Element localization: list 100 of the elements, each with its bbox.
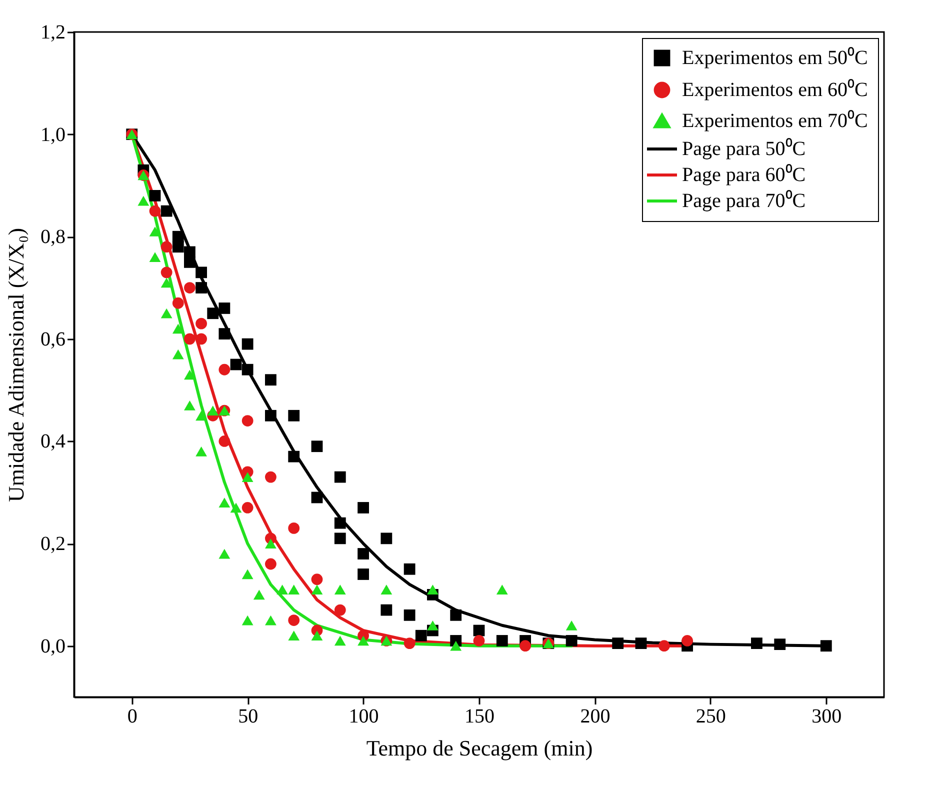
point xyxy=(265,374,276,386)
point xyxy=(138,196,150,206)
point xyxy=(160,266,172,278)
legend-label: Experimentos em 50⁰C xyxy=(682,46,868,69)
point xyxy=(404,609,416,621)
point xyxy=(520,640,531,652)
point xyxy=(172,297,184,309)
y-tick-label: 1,0 xyxy=(40,124,66,146)
point xyxy=(218,364,230,376)
legend-label: Experimentos em 70⁰C xyxy=(682,109,868,132)
point xyxy=(404,563,416,575)
point xyxy=(288,410,300,422)
x-tick-label: 0 xyxy=(127,706,138,728)
point xyxy=(196,282,207,294)
y-tick-label: 1,2 xyxy=(40,22,66,44)
point xyxy=(404,638,416,649)
point xyxy=(358,636,369,646)
point xyxy=(774,638,786,650)
point xyxy=(612,638,624,649)
point xyxy=(334,604,346,616)
point xyxy=(207,406,219,416)
point xyxy=(218,328,230,340)
point xyxy=(288,584,300,595)
point xyxy=(184,256,196,268)
point xyxy=(160,205,172,217)
point xyxy=(242,338,254,350)
point xyxy=(311,584,323,595)
point xyxy=(311,492,323,504)
point xyxy=(334,584,346,595)
point xyxy=(230,502,242,513)
point xyxy=(253,590,265,600)
point xyxy=(380,604,392,616)
point xyxy=(334,532,346,544)
point xyxy=(196,318,207,330)
point xyxy=(334,471,346,483)
point xyxy=(149,205,161,217)
point xyxy=(288,614,300,626)
x-tick-label: 50 xyxy=(238,706,258,728)
point xyxy=(196,333,207,345)
point xyxy=(450,609,462,621)
point xyxy=(184,282,196,294)
point xyxy=(265,410,276,422)
point xyxy=(149,190,161,202)
x-axis-title: Tempo de Secagem (min) xyxy=(366,736,593,760)
legend-label: Experimentos em 60⁰C xyxy=(682,78,868,101)
point xyxy=(473,635,485,646)
point xyxy=(242,364,254,376)
point xyxy=(334,517,346,529)
point xyxy=(242,615,254,626)
point xyxy=(566,620,578,630)
point xyxy=(184,246,196,258)
point xyxy=(380,584,392,595)
point xyxy=(496,635,508,646)
point xyxy=(311,574,323,586)
x-tick-label: 150 xyxy=(464,706,494,728)
y-axis-title: Umidade Adimensional (X/X₀) xyxy=(4,228,28,502)
point xyxy=(473,624,485,636)
point xyxy=(450,640,462,651)
point xyxy=(415,630,427,642)
legend-label: Page para 60⁰C xyxy=(682,163,806,186)
point xyxy=(265,615,276,626)
point xyxy=(172,241,184,253)
point xyxy=(358,568,369,580)
point xyxy=(242,569,254,580)
point xyxy=(160,241,172,253)
point xyxy=(566,635,578,646)
point xyxy=(218,436,230,447)
point xyxy=(196,266,207,278)
point xyxy=(242,502,254,514)
point xyxy=(358,548,369,560)
point xyxy=(265,538,276,548)
point xyxy=(160,308,172,318)
legend-label: Page para 50⁰C xyxy=(682,137,806,160)
point xyxy=(184,400,196,410)
y-tick-label: 0,2 xyxy=(40,533,66,556)
point xyxy=(184,333,196,345)
point xyxy=(288,522,300,534)
point xyxy=(265,471,276,483)
point xyxy=(427,620,438,630)
point xyxy=(207,308,219,320)
point xyxy=(218,498,230,508)
point xyxy=(242,415,254,426)
x-tick-label: 100 xyxy=(348,706,379,728)
legend-label: Page para 70⁰C xyxy=(682,189,806,212)
point xyxy=(635,638,647,649)
y-tick-label: 0,0 xyxy=(40,635,66,658)
point xyxy=(496,584,508,595)
point xyxy=(820,640,832,652)
point xyxy=(311,630,323,641)
point xyxy=(276,584,288,595)
y-tick-label: 0,8 xyxy=(40,226,66,248)
point xyxy=(288,630,300,641)
point xyxy=(311,440,323,452)
point xyxy=(334,636,346,646)
x-tick-label: 250 xyxy=(696,706,726,728)
point xyxy=(427,584,438,595)
point xyxy=(358,502,369,514)
point xyxy=(218,302,230,314)
point xyxy=(242,472,254,482)
x-tick-label: 300 xyxy=(812,706,842,728)
